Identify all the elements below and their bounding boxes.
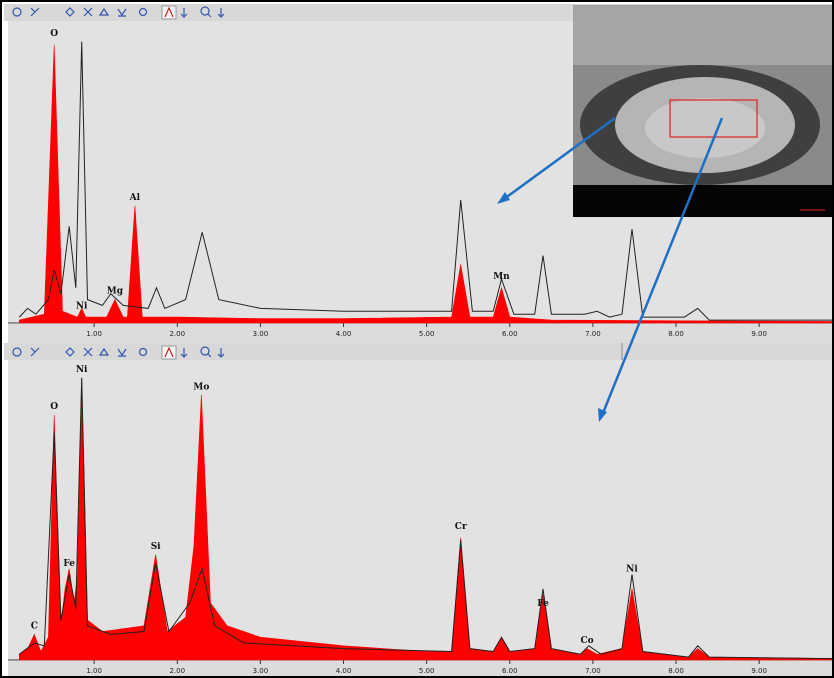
peak-label: Ni — [76, 365, 88, 375]
peak-label: Si — [151, 542, 161, 552]
x-tick-label: 6.00 — [502, 330, 518, 338]
peak-label: Ni — [626, 565, 638, 575]
peak-label: Al — [129, 193, 141, 203]
x-tick-label: 7.00 — [585, 330, 601, 338]
x-tick-label: 1.00 — [86, 330, 102, 338]
x-tick-label: 2.00 — [169, 330, 185, 338]
sem-image — [573, 5, 834, 217]
peak-label: Ni — [76, 301, 88, 311]
peak-label: Fe — [63, 559, 75, 569]
x-tick-label: 3.00 — [253, 330, 269, 338]
peak-label: O — [50, 402, 58, 412]
plot-area — [8, 360, 834, 660]
x-tick-label: 9.00 — [751, 330, 767, 338]
x-tick-label: 8.00 — [668, 330, 684, 338]
eds-screenshot: 1.00 2.00 3.00 4.00 5.00 6.00 7.00 8.00 9.00 O Ni M… — [0, 0, 834, 678]
x-tick-label: 5.00 — [419, 330, 435, 338]
x-tick-label: 3.00 — [253, 667, 269, 675]
peak-label: C — [31, 622, 38, 632]
x-tick-label: 1.00 — [86, 667, 102, 675]
peak-label: Cr — [455, 522, 467, 532]
peak-label: Fe — [537, 599, 549, 609]
peak-label: Co — [581, 636, 594, 646]
x-tick-label: 4.00 — [336, 330, 352, 338]
x-tick-label: 5.00 — [419, 667, 435, 675]
peak-label: Mg — [107, 287, 124, 297]
x-tick-label: 6.00 — [502, 667, 518, 675]
toolbar — [4, 343, 834, 360]
peak-label: Mo — [193, 382, 209, 392]
peak-label: O — [50, 29, 58, 39]
peak-label: Mn — [493, 272, 510, 282]
x-tick-label: 7.00 — [585, 667, 601, 675]
x-tick-label: 9.00 — [751, 667, 767, 675]
x-tick-label: 8.00 — [668, 667, 684, 675]
x-tick-label: 2.00 — [169, 667, 185, 675]
x-tick-label: 4.00 — [336, 667, 352, 675]
